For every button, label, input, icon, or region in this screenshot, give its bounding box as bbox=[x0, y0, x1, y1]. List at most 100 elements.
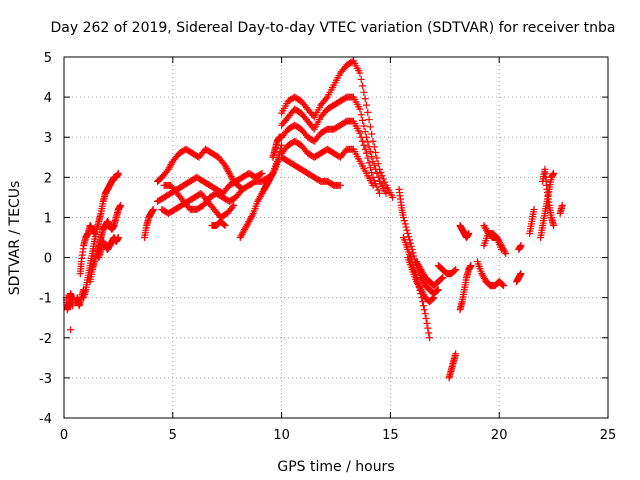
series-arc-15 bbox=[260, 141, 286, 193]
data-point bbox=[373, 154, 381, 162]
data-point bbox=[228, 203, 236, 211]
data-point bbox=[365, 159, 373, 167]
data-point bbox=[356, 69, 364, 77]
series-arc-35 bbox=[515, 242, 525, 254]
data-point bbox=[465, 229, 473, 237]
x-tick-label: 15 bbox=[382, 428, 399, 443]
data-point bbox=[361, 128, 369, 136]
chart-title: Day 262 of 2019, Sidereal Day-to-day VTE… bbox=[50, 20, 615, 36]
data-point bbox=[117, 201, 125, 209]
data-point bbox=[406, 239, 414, 247]
data-point bbox=[500, 282, 508, 290]
series-arc-7 bbox=[95, 234, 122, 262]
data-point bbox=[357, 75, 365, 83]
data-point bbox=[373, 183, 381, 191]
data-point bbox=[374, 186, 382, 194]
data-point bbox=[399, 213, 407, 221]
data-point bbox=[400, 217, 408, 225]
series-arc-3 bbox=[73, 286, 88, 310]
y-tick-label: 3 bbox=[44, 131, 52, 146]
series-arc-25 bbox=[413, 258, 447, 290]
data-point bbox=[257, 170, 265, 178]
data-point bbox=[114, 169, 122, 177]
data-point bbox=[336, 181, 344, 189]
data-point bbox=[372, 165, 380, 173]
data-point bbox=[530, 205, 538, 213]
data-point bbox=[359, 82, 367, 90]
series-arc-27 bbox=[445, 350, 460, 382]
data-point bbox=[420, 306, 428, 314]
series-arc-29 bbox=[456, 262, 475, 314]
data-point bbox=[368, 169, 376, 177]
y-tick-label: -1 bbox=[39, 292, 52, 307]
x-axis-label: GPS time / hours bbox=[277, 459, 394, 475]
data-point bbox=[502, 250, 510, 258]
data-point bbox=[356, 129, 364, 137]
data-point bbox=[452, 266, 460, 274]
y-tick-label: -3 bbox=[39, 372, 52, 387]
data-point bbox=[376, 189, 384, 197]
data-point bbox=[382, 189, 390, 197]
data-point bbox=[373, 169, 381, 177]
grid bbox=[64, 57, 608, 418]
data-point bbox=[439, 274, 447, 282]
series-arc-38 bbox=[539, 165, 558, 229]
data-point bbox=[369, 137, 377, 145]
data-point bbox=[368, 130, 376, 138]
data-point bbox=[357, 111, 365, 119]
data-point bbox=[402, 223, 410, 231]
data-point bbox=[362, 149, 370, 157]
data-point bbox=[273, 157, 281, 165]
y-tick-label: 4 bbox=[44, 91, 52, 106]
data-point bbox=[360, 88, 368, 96]
series-arc-10 bbox=[154, 169, 266, 205]
data-point bbox=[424, 324, 432, 332]
data-point bbox=[452, 350, 460, 358]
data-point bbox=[361, 145, 369, 153]
data-point bbox=[407, 242, 415, 250]
series-arc-31 bbox=[480, 229, 505, 254]
data-point bbox=[401, 220, 409, 228]
x-tick-label: 0 bbox=[60, 428, 68, 443]
data-point bbox=[467, 262, 475, 270]
data-point bbox=[368, 152, 376, 160]
data-point bbox=[550, 169, 558, 177]
data-point bbox=[389, 193, 397, 201]
data-point bbox=[357, 133, 365, 141]
plot-frame bbox=[63, 56, 609, 419]
data-point bbox=[405, 233, 413, 241]
series-arc-24 bbox=[404, 254, 438, 306]
data-point bbox=[426, 334, 434, 342]
data-point bbox=[369, 181, 377, 189]
data-point bbox=[359, 116, 367, 124]
data-point bbox=[409, 249, 417, 257]
series-arc-36 bbox=[526, 205, 538, 237]
data-point bbox=[377, 169, 385, 177]
data-point bbox=[360, 122, 368, 130]
series-arc-4 bbox=[76, 221, 98, 278]
data-point bbox=[364, 154, 372, 162]
data-point bbox=[362, 101, 370, 109]
data-point bbox=[248, 211, 256, 219]
data-point bbox=[423, 319, 431, 327]
y-tick-label: -4 bbox=[39, 412, 52, 427]
data-point bbox=[381, 178, 389, 186]
x-tick-label: 10 bbox=[273, 428, 290, 443]
series-arc-33 bbox=[473, 258, 490, 286]
data-point bbox=[361, 95, 369, 103]
series-arc-1 bbox=[62, 290, 77, 314]
data-point bbox=[366, 123, 374, 131]
data-point bbox=[425, 329, 433, 337]
data-point bbox=[356, 105, 364, 113]
data-point bbox=[419, 302, 427, 310]
series-arc-13 bbox=[208, 217, 229, 229]
data-point bbox=[366, 148, 374, 156]
data-point bbox=[550, 221, 558, 229]
data-point bbox=[517, 270, 525, 278]
series-arc-28 bbox=[456, 221, 473, 241]
data-point bbox=[374, 160, 382, 168]
series-arc-8 bbox=[141, 205, 157, 241]
data-point bbox=[378, 172, 386, 180]
series-arc-18 bbox=[278, 93, 390, 197]
